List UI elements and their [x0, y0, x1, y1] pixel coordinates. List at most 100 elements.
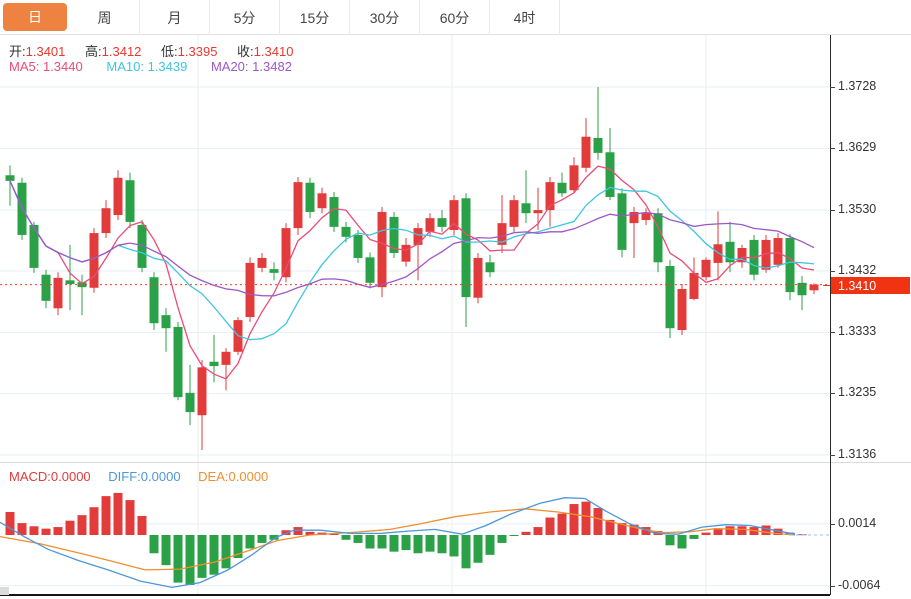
macd-hist-bar [593, 508, 603, 535]
candle-body [461, 198, 471, 298]
macd-hist-bar [161, 535, 171, 566]
macd-hist-bar [449, 535, 459, 557]
candle-body [593, 137, 603, 153]
macd-hist-bar [617, 523, 627, 535]
macd-hist-bar [461, 535, 471, 569]
candle-body [281, 228, 291, 278]
tab-4hour[interactable]: 4时 [490, 0, 560, 35]
candle-body [413, 228, 423, 245]
macd-hist-bar [569, 504, 579, 535]
chart-bottom-border [0, 594, 830, 596]
macd-hist-bar [269, 535, 279, 540]
macd-chart[interactable] [0, 463, 830, 599]
candlestick-chart[interactable] [0, 35, 830, 462]
candle-body [209, 361, 219, 367]
macd-hist-bar [245, 535, 255, 549]
macd-hist-bar [473, 535, 483, 563]
candle-body [161, 315, 171, 329]
macd-tick-label: -0.0064 [829, 578, 881, 592]
tab-day[interactable]: 日 [0, 0, 70, 35]
candle-body [125, 180, 135, 222]
macd-hist-bar [137, 515, 147, 535]
candle-body [581, 136, 591, 168]
candle-body [797, 282, 807, 296]
macd-hist-bar [485, 535, 495, 555]
tab-5min[interactable]: 5分 [210, 0, 280, 35]
tab-60min[interactable]: 60分 [420, 0, 490, 35]
resize-handle [0, 587, 9, 595]
macd-hist-bar [665, 535, 675, 546]
macd-hist-bar [41, 528, 51, 535]
candle-body [221, 351, 231, 365]
macd-hist-bar [221, 535, 231, 569]
macd-hist-bar [113, 492, 123, 535]
candle-body [569, 165, 579, 191]
tab-15min[interactable]: 15分 [280, 0, 350, 35]
candle-body [137, 225, 147, 268]
candle-body [761, 239, 771, 270]
candle-body [365, 257, 375, 283]
price-axis-column: 1.3728 1.3629 1.3530 1.3432 1.3333 1.323… [823, 0, 911, 599]
candle-body [53, 277, 63, 309]
macd-hist-bar [17, 523, 27, 535]
candle-body [437, 218, 447, 227]
candle-body [89, 233, 99, 288]
candle-body [689, 272, 699, 299]
macd-hist-bar [425, 535, 435, 552]
candle-body [425, 218, 435, 232]
candle-body [389, 216, 399, 253]
macd-hist-bar [65, 520, 75, 535]
candle-body [317, 193, 327, 209]
tab-30min-label: 30分 [369, 9, 400, 26]
macd-hist-bar [5, 511, 15, 535]
macd-hist-bar [77, 515, 87, 535]
candle-body [677, 289, 687, 331]
candle-body [29, 225, 39, 268]
price-tick-label: 1.3235 [829, 385, 877, 399]
price-axis-line [830, 35, 831, 595]
candle-body [557, 182, 567, 194]
macd-hist-bar [581, 501, 591, 535]
tab-week[interactable]: 周 [70, 0, 140, 35]
price-tick-label: 1.3728 [829, 79, 877, 93]
candle-body [41, 274, 51, 301]
ma20-line [9, 180, 815, 297]
current-price-badge: 1.3410 [823, 277, 910, 294]
tab-30min[interactable]: 30分 [350, 0, 420, 35]
macd-hist-bar [413, 535, 423, 554]
candle-body [725, 241, 735, 263]
candle-body [629, 211, 639, 224]
candle-body [449, 200, 459, 230]
macd-hist-bar [629, 524, 639, 535]
candle-body [509, 200, 519, 227]
candle-body [245, 262, 255, 317]
candle-body [785, 238, 795, 293]
macd-hist-bar [605, 519, 615, 535]
candle-body [185, 392, 195, 413]
price-tick-label: 1.3432 [829, 263, 877, 277]
tab-month-label: 月 [167, 9, 182, 26]
candle-body [293, 182, 303, 229]
candle-body [641, 213, 651, 221]
macd-hist-bar [293, 527, 303, 535]
ma5-line [9, 165, 815, 380]
macd-hist-bar [305, 531, 315, 535]
macd-hist-bar [533, 527, 543, 535]
macd-hist-bar [197, 535, 207, 578]
macd-hist-bar [389, 535, 399, 552]
candle-body [617, 193, 627, 250]
macd-hist-bar [737, 526, 747, 535]
price-tick-label: 1.3629 [829, 140, 877, 154]
tab-week-label: 周 [97, 9, 112, 26]
macd-hist-bar [185, 535, 195, 585]
candle-body [773, 238, 783, 265]
candle-body [473, 257, 483, 298]
macd-hist-bar [125, 500, 135, 535]
macd-hist-bar [101, 496, 111, 535]
candle-body [257, 257, 267, 268]
tab-month[interactable]: 月 [140, 0, 210, 35]
macd-hist-bar [773, 528, 783, 535]
macd-hist-bar [509, 535, 519, 536]
candle-body [101, 208, 111, 234]
price-tick-label: 1.3136 [829, 447, 877, 461]
